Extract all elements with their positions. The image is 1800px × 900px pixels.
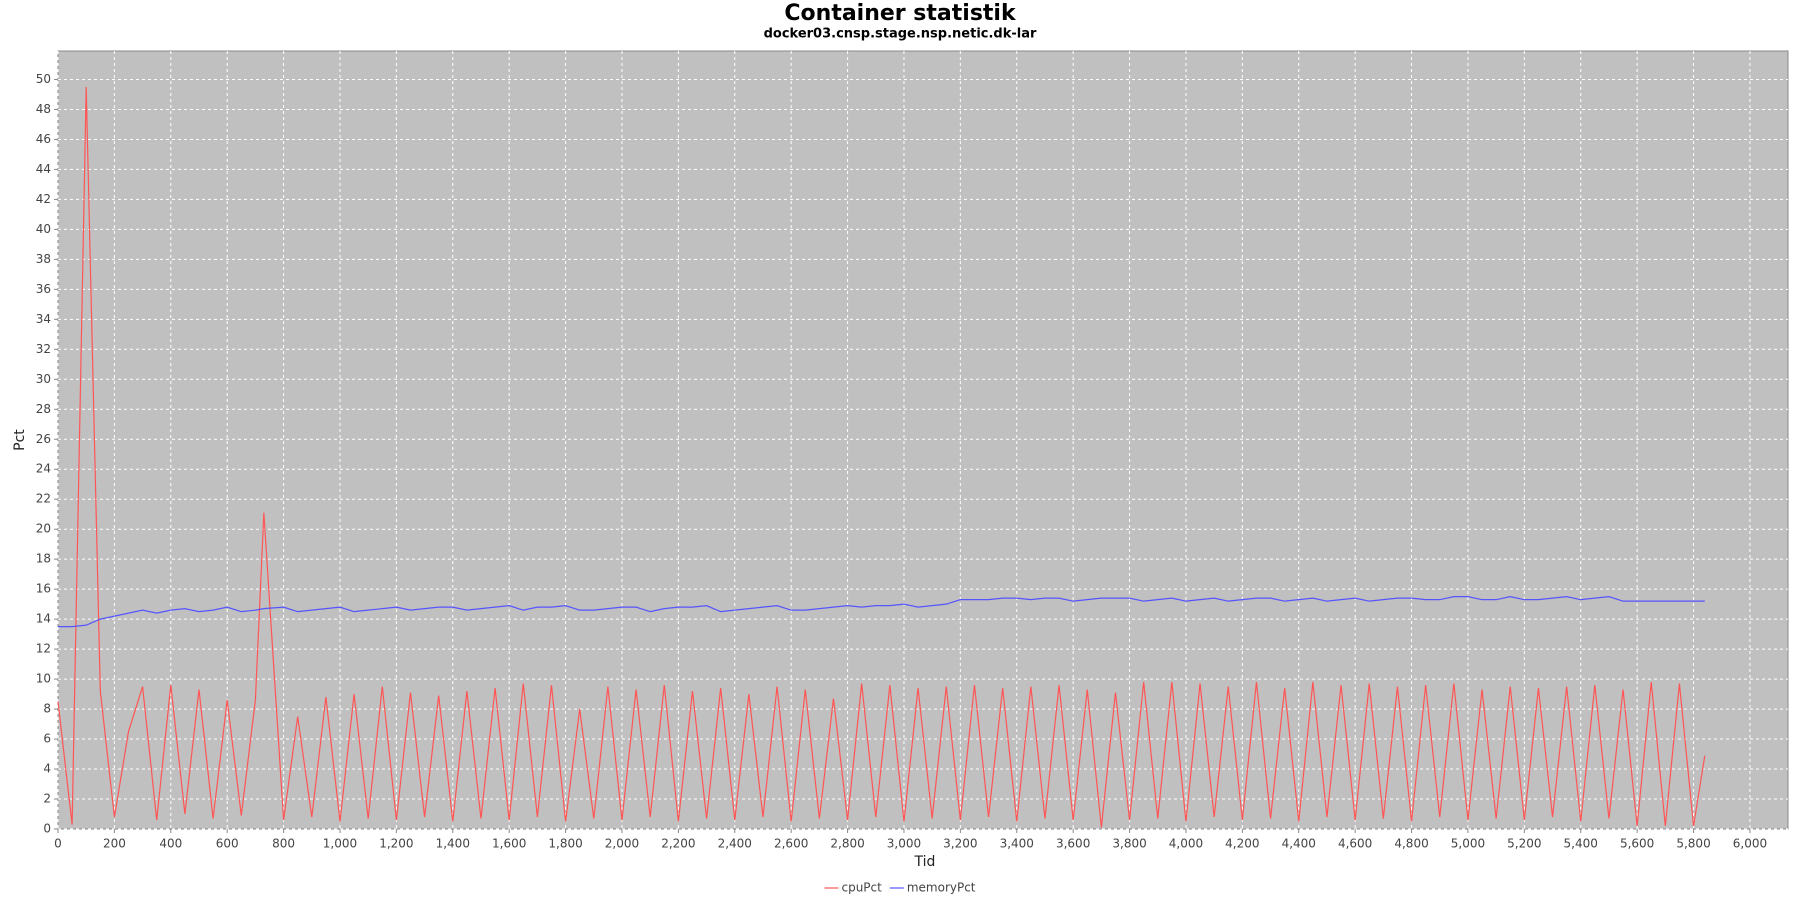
x-tick-label: 5,200 bbox=[1507, 837, 1541, 851]
legend-label: memoryPct bbox=[907, 881, 976, 895]
y-tick-label: 36 bbox=[36, 282, 51, 296]
x-tick-label: 600 bbox=[216, 837, 239, 851]
x-tick-label: 4,800 bbox=[1394, 837, 1428, 851]
x-tick-label: 0 bbox=[54, 837, 62, 851]
y-tick-label: 14 bbox=[36, 612, 51, 626]
y-tick-label: 4 bbox=[43, 762, 51, 776]
y-axis-label: Pct bbox=[12, 429, 28, 451]
x-tick-label: 1,400 bbox=[436, 837, 470, 851]
series-line bbox=[58, 596, 1705, 628]
x-tick-label: 3,000 bbox=[887, 837, 921, 851]
x-tick-label: 3,400 bbox=[1000, 837, 1034, 851]
x-tick-label: 2,800 bbox=[830, 837, 864, 851]
y-tick-label: 16 bbox=[36, 582, 51, 596]
chart-subtitle: docker03.cnsp.stage.nsp.netic.dk-lar bbox=[764, 27, 1037, 42]
x-tick-label: 1,000 bbox=[323, 837, 357, 851]
x-tick-label: 3,800 bbox=[1112, 837, 1146, 851]
x-tick-label: 400 bbox=[159, 837, 182, 851]
y-tick-label: 26 bbox=[36, 432, 51, 446]
x-tick-label: 3,200 bbox=[943, 837, 977, 851]
x-tick-label: 5,400 bbox=[1564, 837, 1598, 851]
y-tick-label: 44 bbox=[36, 162, 51, 176]
y-tick-label: 30 bbox=[36, 372, 51, 386]
x-axis-label: Tid bbox=[914, 854, 936, 870]
y-tick-label: 0 bbox=[43, 822, 51, 836]
y-tick-label: 12 bbox=[36, 642, 51, 656]
x-tick-label: 5,000 bbox=[1451, 837, 1485, 851]
y-tick-label: 46 bbox=[36, 132, 51, 146]
x-tick-label: 4,600 bbox=[1338, 837, 1372, 851]
x-tick-label: 5,600 bbox=[1620, 837, 1654, 851]
y-tick-label: 22 bbox=[36, 492, 51, 506]
x-tick-label: 3,600 bbox=[1056, 837, 1090, 851]
x-tick-label: 5,800 bbox=[1676, 837, 1710, 851]
y-tick-label: 48 bbox=[36, 102, 51, 116]
legend-label: cpuPct bbox=[841, 881, 882, 895]
y-tick-label: 50 bbox=[36, 72, 51, 86]
y-tick-label: 2 bbox=[43, 792, 51, 806]
x-tick-label: 800 bbox=[272, 837, 295, 851]
legend: cpuPct memoryPct bbox=[824, 881, 976, 895]
y-tick-label: 32 bbox=[36, 342, 51, 356]
x-tick-label: 4,000 bbox=[1169, 837, 1203, 851]
x-tick-label: 4,400 bbox=[1282, 837, 1316, 851]
x-tick-label: 1,200 bbox=[379, 837, 413, 851]
y-tick-label: 20 bbox=[36, 522, 51, 536]
x-tick-label: 2,600 bbox=[774, 837, 808, 851]
y-tick-label: 24 bbox=[36, 462, 51, 476]
x-tick-label: 2,000 bbox=[605, 837, 639, 851]
y-tick-label: 42 bbox=[36, 192, 51, 206]
y-tick-label: 8 bbox=[43, 702, 51, 716]
x-tick-label: 1,800 bbox=[548, 837, 582, 851]
y-tick-label: 6 bbox=[43, 732, 51, 746]
y-tick-label: 38 bbox=[36, 252, 51, 266]
x-tick-label: 4,200 bbox=[1225, 837, 1259, 851]
plot-area bbox=[57, 50, 1789, 830]
x-tick-label: 1,600 bbox=[492, 837, 526, 851]
y-tick-label: 28 bbox=[36, 402, 51, 416]
x-tick-label: 2,400 bbox=[718, 837, 752, 851]
y-tick-label: 34 bbox=[36, 312, 51, 326]
x-tick-label: 6,000 bbox=[1733, 837, 1767, 851]
x-tick-label: 2,200 bbox=[661, 837, 695, 851]
y-tick-label: 10 bbox=[36, 672, 51, 686]
chart-title: Container statistik bbox=[784, 1, 1017, 26]
y-tick-label: 18 bbox=[36, 552, 51, 566]
y-tick-label: 40 bbox=[36, 222, 51, 236]
x-tick-label: 200 bbox=[103, 837, 126, 851]
series-line bbox=[57, 86, 1706, 828]
